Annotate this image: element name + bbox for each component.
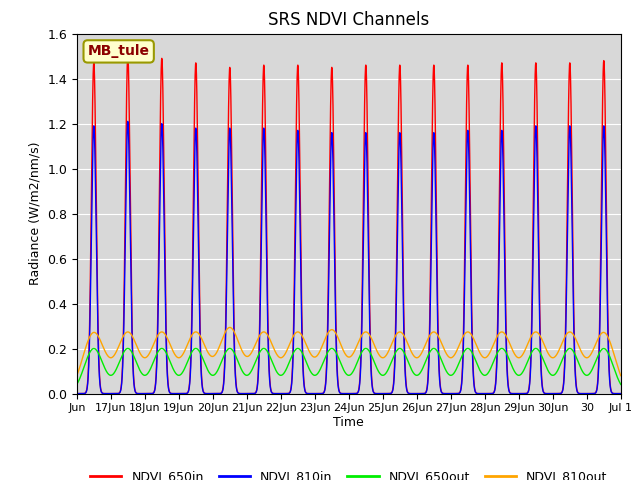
X-axis label: Time: Time: [333, 416, 364, 429]
Text: MB_tule: MB_tule: [88, 44, 150, 59]
Title: SRS NDVI Channels: SRS NDVI Channels: [268, 11, 429, 29]
Legend: NDVI_650in, NDVI_810in, NDVI_650out, NDVI_810out: NDVI_650in, NDVI_810in, NDVI_650out, NDV…: [85, 465, 612, 480]
Y-axis label: Radiance (W/m2/nm/s): Radiance (W/m2/nm/s): [29, 142, 42, 285]
